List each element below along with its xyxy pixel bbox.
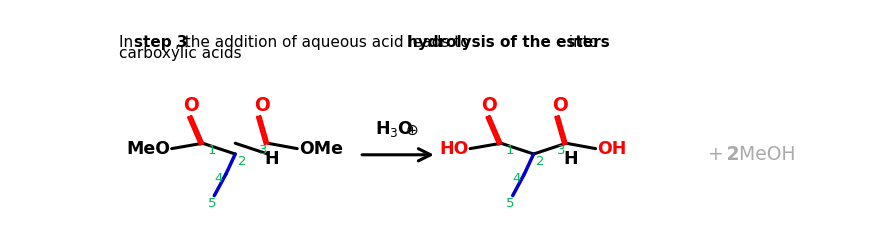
Text: 2: 2 xyxy=(238,155,246,168)
Text: 5: 5 xyxy=(506,197,514,210)
Text: ⊕: ⊕ xyxy=(406,123,418,138)
Text: H: H xyxy=(264,150,279,168)
Text: O: O xyxy=(481,96,498,115)
Text: H$_3$O: H$_3$O xyxy=(376,119,415,139)
Text: MeOH: MeOH xyxy=(732,144,796,163)
Text: 3: 3 xyxy=(557,144,565,157)
Text: step 3: step 3 xyxy=(134,35,187,50)
Text: 2: 2 xyxy=(720,144,740,163)
Text: H: H xyxy=(563,150,578,168)
Text: +: + xyxy=(708,144,724,163)
Text: O: O xyxy=(183,96,199,115)
Text: carboxylic acids: carboxylic acids xyxy=(119,46,241,61)
Text: 1: 1 xyxy=(207,144,216,157)
Text: 5: 5 xyxy=(207,197,216,210)
Text: HO: HO xyxy=(439,140,468,158)
Text: 1: 1 xyxy=(506,144,514,157)
Text: OMe: OMe xyxy=(299,140,343,158)
Text: 3: 3 xyxy=(258,144,267,157)
Text: In: In xyxy=(119,35,138,50)
Text: O: O xyxy=(552,96,568,115)
Text: into: into xyxy=(564,35,599,50)
Text: , the addition of aqueous acid leads to: , the addition of aqueous acid leads to xyxy=(175,35,474,50)
Text: OH: OH xyxy=(597,140,627,158)
Text: 2: 2 xyxy=(536,155,545,168)
Text: O: O xyxy=(254,96,270,115)
Text: hydrolysis of the esters: hydrolysis of the esters xyxy=(408,35,610,50)
Text: 4: 4 xyxy=(214,172,222,185)
Text: MeO: MeO xyxy=(126,140,170,158)
Text: 4: 4 xyxy=(513,172,522,185)
